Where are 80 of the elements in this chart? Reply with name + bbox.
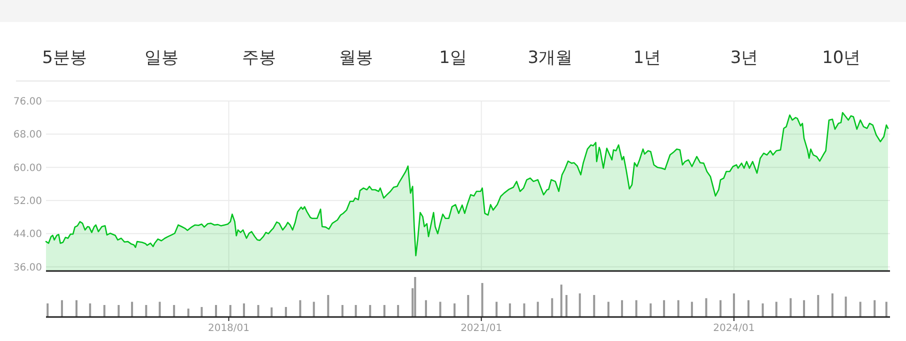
bar [677,300,680,317]
bar [747,300,750,317]
bar [523,303,526,317]
x-tick-label: 2018/01 [208,323,250,334]
bar [844,296,847,317]
bar [508,303,511,317]
bar [397,305,400,317]
bar [200,307,203,317]
bar [467,295,470,317]
bar [118,305,120,317]
bar [885,302,888,317]
category-label: 5분봉 [42,48,87,68]
y-tick-label: 60.00 [13,162,42,174]
category-label: 월봉 [338,48,373,68]
bar [650,303,652,317]
bar [593,295,596,317]
bar [46,303,49,317]
bar [270,307,273,317]
bar [565,295,568,317]
y-tick-label: 68.00 [13,130,42,141]
category-label: 3년 [730,48,758,68]
category-label: 3개월 [528,48,573,68]
bar [481,283,484,317]
bar [578,293,581,317]
bar [145,305,148,317]
bar [874,300,876,317]
bar [60,300,63,317]
bar [257,305,260,317]
x-tick-label: 2024/01 [713,323,755,334]
category-label: 1일 [439,48,467,68]
y-tick-label: 36.00 [13,262,42,274]
bar [173,305,176,317]
bar [663,300,666,317]
bar [89,303,92,317]
bar [817,295,820,317]
bar [560,284,562,317]
bar [790,298,792,317]
y-tick-label: 44.00 [13,229,42,240]
bar [690,302,693,317]
bar [312,302,315,317]
bar [341,305,344,317]
bar [369,305,372,317]
bar [327,295,330,317]
bar [705,298,708,317]
bar [215,305,218,317]
bar [414,277,416,317]
bar [439,302,442,317]
category-label: 10년 [822,48,861,68]
category-label: 일봉 [144,48,179,68]
y-tick-label: 76.00 [13,96,42,108]
bar [229,305,232,317]
bar [720,300,722,317]
bar [859,302,862,317]
bar [354,305,357,317]
bar [607,302,610,317]
bar [187,308,190,317]
bar [131,302,134,317]
bar [299,300,302,317]
bar [284,307,287,317]
y-tick-label: 52.00 [13,196,42,208]
bar [536,302,539,317]
category-label: 주봉 [242,48,276,68]
bar [803,300,806,317]
bar [103,305,106,317]
bar [242,303,245,317]
bar [775,302,778,317]
bar [762,303,764,317]
bar [454,303,456,317]
x-tick-label: 2021/01 [460,323,502,334]
bar [831,293,834,317]
bar [383,305,386,317]
bar [635,300,638,317]
bar [496,302,498,317]
bar [75,300,78,317]
category-label: 1년 [633,48,662,68]
bar [621,300,624,317]
bar [732,293,735,317]
bar [551,298,554,317]
bar [424,300,427,317]
bar [158,302,161,317]
